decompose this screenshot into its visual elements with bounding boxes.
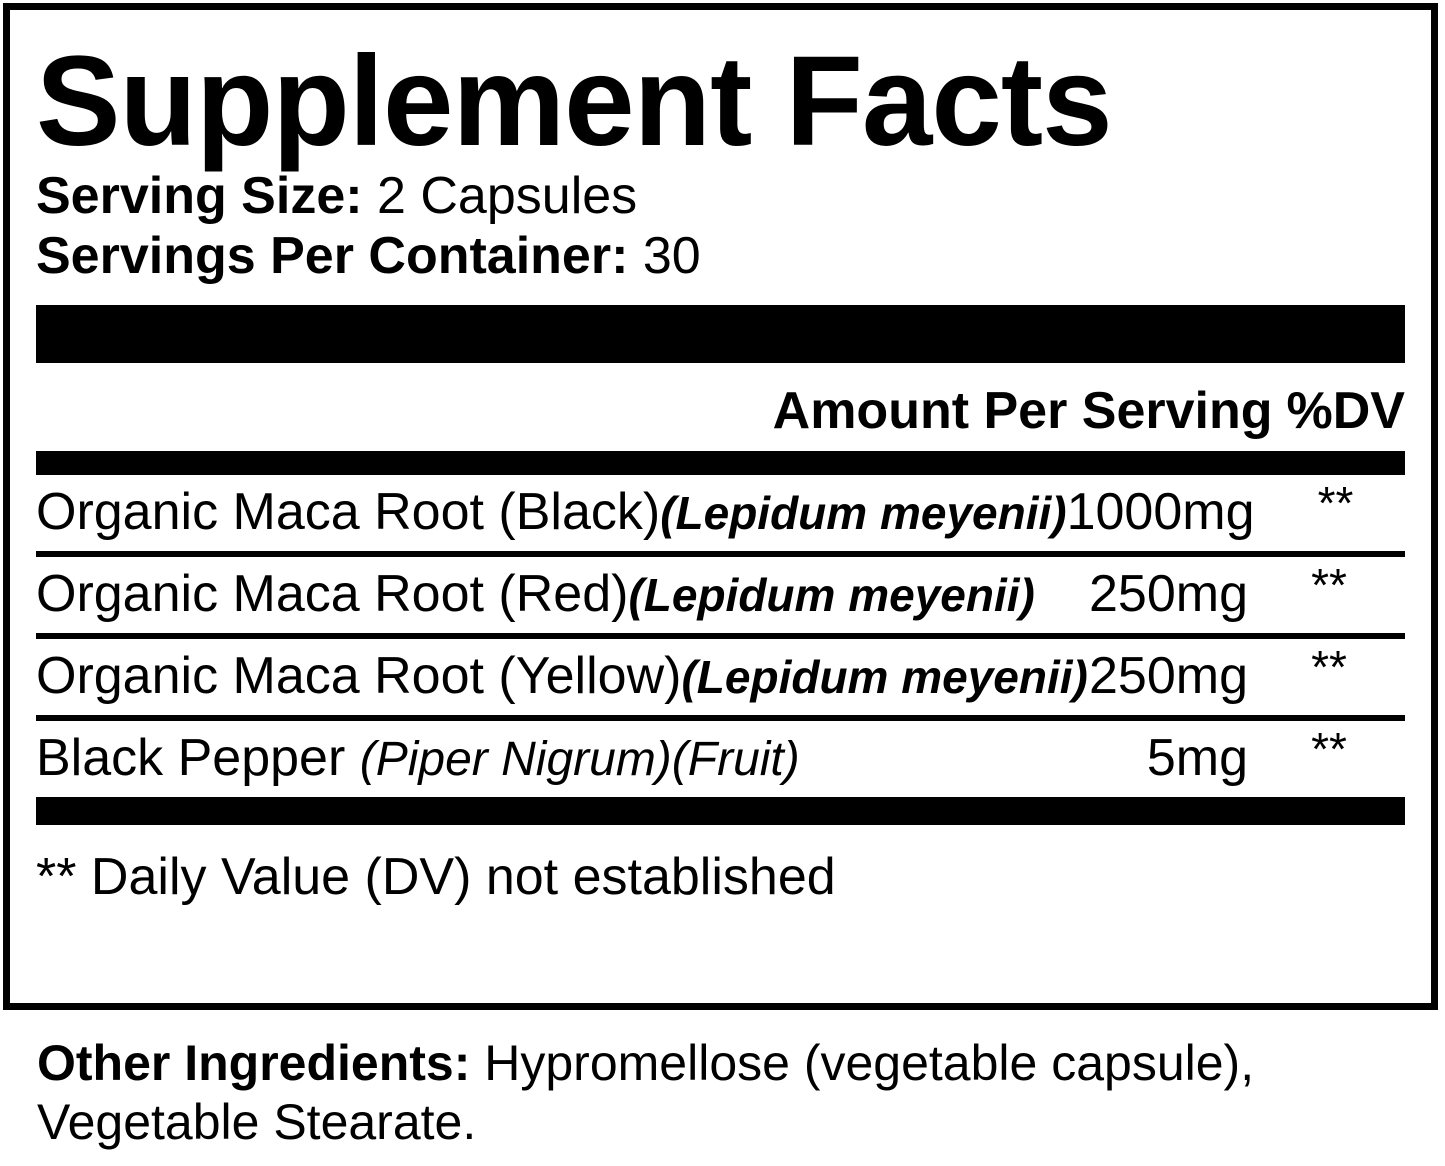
- page-title: Supplement Facts: [36, 30, 1113, 173]
- ingredient-amount: 5mg: [1146, 728, 1248, 787]
- ingredient-latin-name: (Lepidum meyenii): [681, 650, 1088, 703]
- other-ingredients-label: Other Ingredients:: [37, 1035, 471, 1091]
- other-ingredients-value: Hypromellose (vegetable capsule), Vegeta…: [37, 1035, 1255, 1150]
- ingredient-amount: 1000mg: [1066, 482, 1255, 541]
- ingredient-common-name: Organic Maca Root (Red): [36, 564, 629, 623]
- ingredient-latin-name: (Lepidum meyenii): [628, 568, 1035, 621]
- supplement-facts-panel: Supplement Facts Serving Size: 2 Capsule…: [3, 3, 1438, 1010]
- header-divider-thick: [36, 304, 1405, 363]
- ingredient-name: Organic Maca Root (Yellow)(Lepidum meyen…: [36, 639, 1088, 714]
- ingredients-table: Organic Maca Root (Black)(Lepidum meyeni…: [36, 475, 1405, 797]
- ingredient-dv: **: [1311, 558, 1347, 611]
- serving-size-label: Serving Size:: [36, 167, 363, 225]
- ingredient-name: Black Pepper (Piper Nigrum)(Fruit): [36, 721, 800, 797]
- dv-header-label: %DV: [1286, 381, 1405, 440]
- ingredient-common-name: Organic Maca Root (Black): [36, 482, 661, 541]
- ingredient-common-name: Organic Maca Root (Yellow): [36, 646, 682, 705]
- serving-size-value: 2 Capsules: [362, 167, 638, 225]
- table-row: Organic Maca Root (Yellow)(Lepidum meyen…: [36, 639, 1405, 721]
- ingredient-dv: **: [1317, 476, 1354, 529]
- ingredient-amount: 250mg: [1089, 564, 1248, 623]
- daily-value-footnote: ** Daily Value (DV) not established: [36, 847, 836, 906]
- table-top-rule: [36, 450, 1405, 475]
- table-row: Organic Maca Root (Black)(Lepidum meyeni…: [36, 475, 1405, 557]
- ingredient-latin-name: (Lepidum meyenii): [660, 486, 1067, 539]
- amount-per-serving-label: Amount Per Serving: [772, 381, 1273, 440]
- ingredient-name: Organic Maca Root (Red)(Lepidum meyenii): [36, 557, 1035, 632]
- ingredient-common-name: Black Pepper: [36, 728, 360, 787]
- ingredient-name: Organic Maca Root (Black)(Lepidum meyeni…: [36, 475, 1067, 550]
- ingredient-dv: **: [1311, 640, 1347, 693]
- servings-per-container-value: 30: [628, 227, 701, 286]
- other-ingredients: Other Ingredients: Hypromellose (vegetab…: [3, 1010, 1357, 1152]
- table-bottom-rule: [36, 796, 1405, 825]
- amount-per-serving-header-row: Amount Per Serving %DV: [36, 363, 1405, 451]
- ingredient-amount: 250mg: [1089, 646, 1248, 705]
- table-row: Organic Maca Root (Red)(Lepidum meyenii)…: [36, 557, 1405, 639]
- table-row: Black Pepper (Piper Nigrum)(Fruit) 5mg *…: [36, 721, 1405, 797]
- servings-per-container-label: Servings Per Container:: [36, 227, 629, 286]
- serving-size-line: Serving Size: 2 Capsules: [36, 166, 1405, 226]
- ingredient-latin-name: (Piper Nigrum)(Fruit): [359, 732, 800, 786]
- servings-per-container-line: Servings Per Container: 30: [36, 226, 1405, 286]
- ingredient-dv: **: [1311, 722, 1347, 775]
